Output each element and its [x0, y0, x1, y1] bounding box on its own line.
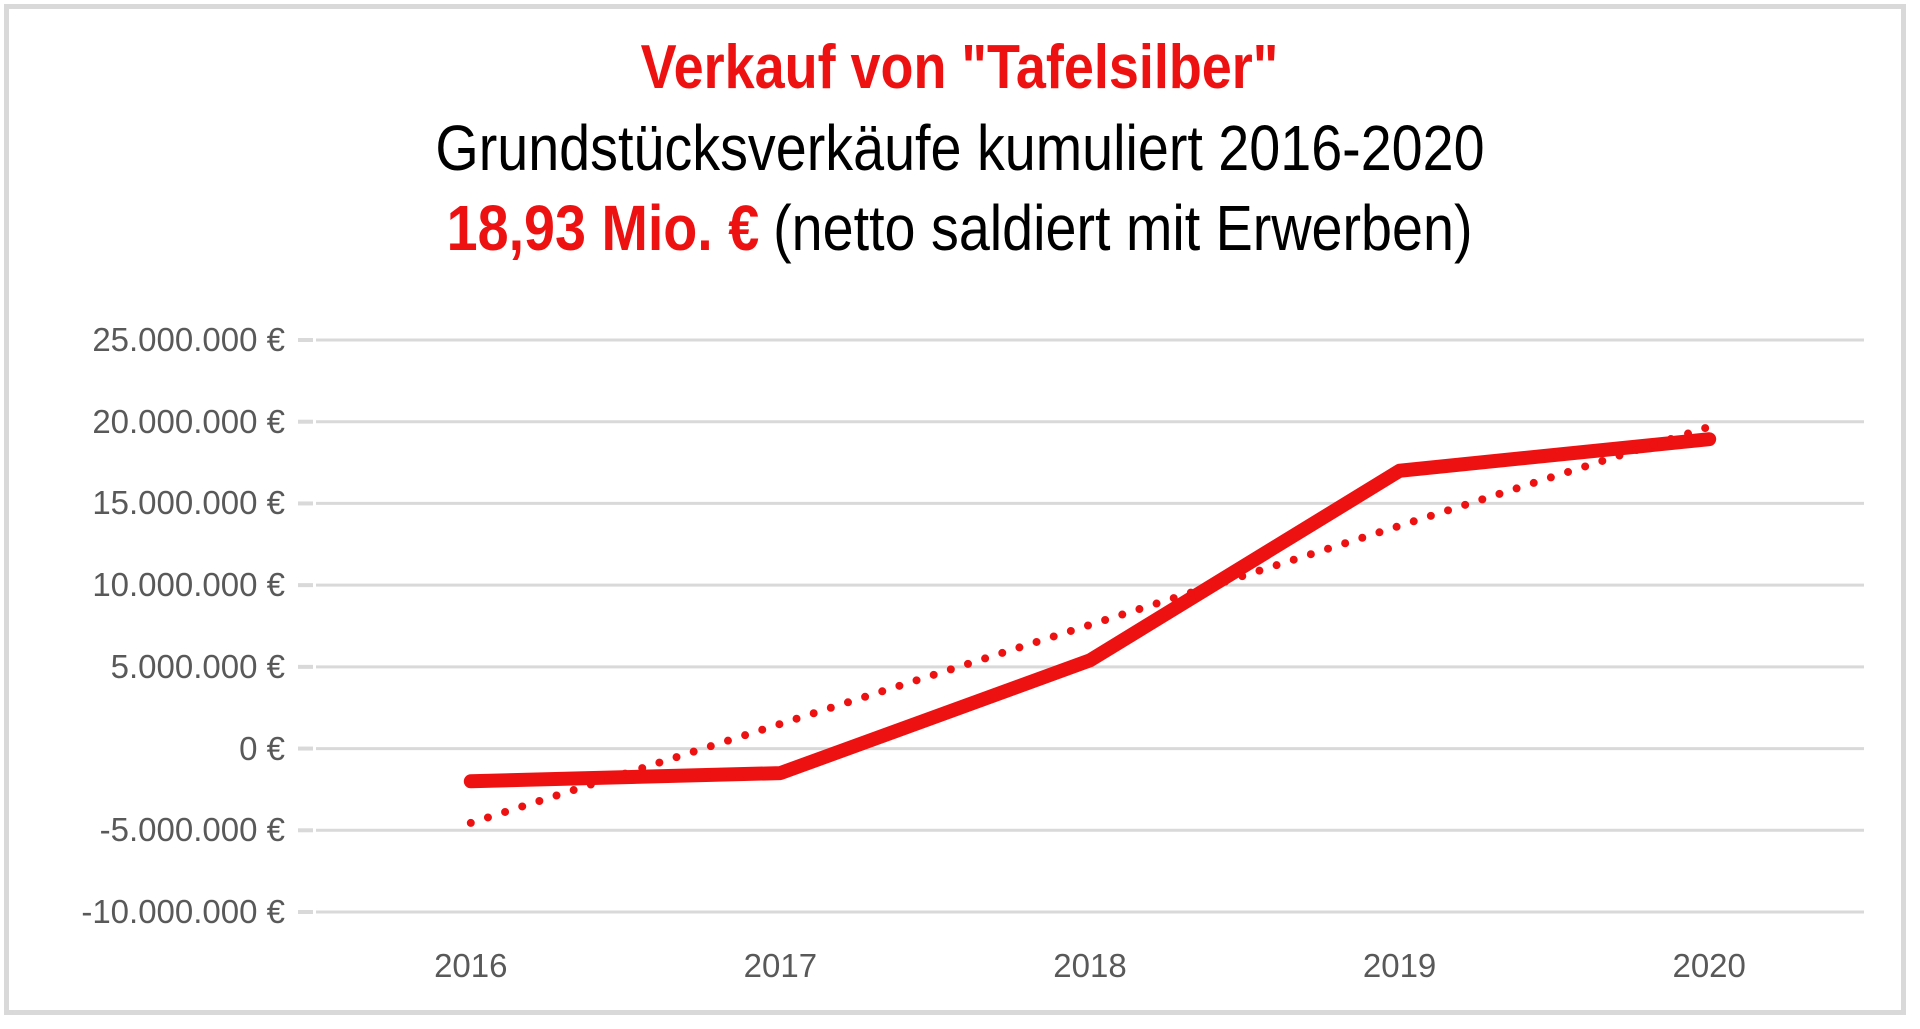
chart-annotation: 18,93 Mio. € (netto saldiert mit Erwerben…: [447, 188, 1473, 268]
y-axis-label: 10.000.000 €: [92, 566, 285, 604]
y-axis-label: 20.000.000 €: [92, 402, 285, 440]
x-axis-label: 2016: [434, 947, 508, 984]
y-axis-label: 25.000.000 €: [92, 321, 285, 358]
series-line-cumulative-sales: [463, 432, 1717, 789]
chart-frame: [4, 4, 1906, 1015]
x-axis-label: 2020: [1672, 947, 1746, 984]
x-axis-label: 2018: [1053, 947, 1127, 984]
chart-title: Verkauf von "Tafelsilber": [641, 33, 1279, 102]
chart-title-row: Verkauf von "Tafelsilber": [0, 28, 1920, 108]
trendline-dotted: [466, 422, 1714, 827]
total-amount-label: 18,93 Mio. €: [447, 192, 760, 264]
y-axis-label: -5.000.000 €: [99, 811, 285, 849]
chart-annotation-row: 18,93 Mio. € (netto saldiert mit Erwerben…: [0, 188, 1920, 268]
y-axis-label: 5.000.000 €: [110, 647, 285, 685]
y-axis-label: 0 €: [239, 729, 285, 767]
y-axis-ticks: [298, 338, 313, 914]
y-axis-label: 15.000.000 €: [92, 484, 285, 522]
y-axis-label: -10.000.000 €: [81, 893, 285, 930]
x-axis-label: 2017: [743, 947, 818, 984]
annotation-note: (netto saldiert mit Erwerben): [773, 192, 1473, 264]
chart-title-block: Verkauf von "Tafelsilber" Grundstücksver…: [0, 28, 1920, 268]
chart-subtitle: Grundstücksverkäufe kumuliert 2016-2020: [435, 112, 1485, 184]
x-axis-label: 2019: [1362, 947, 1437, 984]
chart-subtitle-row: Grundstücksverkäufe kumuliert 2016-2020: [0, 108, 1920, 188]
